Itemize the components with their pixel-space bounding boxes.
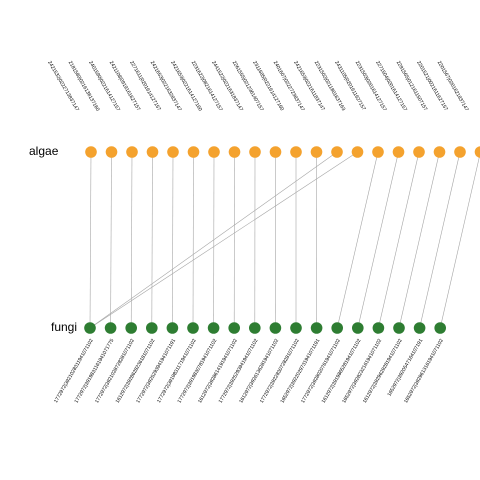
edge-line bbox=[378, 151, 420, 329]
algae-node[interactable] bbox=[351, 146, 364, 158]
algae-node[interactable] bbox=[454, 146, 466, 158]
fungi-node[interactable] bbox=[290, 322, 302, 334]
algae-node[interactable] bbox=[269, 146, 282, 158]
algae-node[interactable] bbox=[228, 146, 241, 158]
edge-line bbox=[419, 151, 461, 329]
fungi-node-label: 1772972|3925293941941071191 bbox=[135, 338, 177, 405]
fungi-node-label: 1772972|3928020761941071102 bbox=[300, 338, 342, 405]
edge-line bbox=[151, 151, 153, 329]
fungi-node-label: 1772972|3922830728281071102 bbox=[259, 338, 301, 405]
algae-node[interactable] bbox=[392, 146, 405, 158]
algae-node[interactable] bbox=[167, 146, 179, 158]
algae-node[interactable] bbox=[208, 146, 220, 158]
fungi-node-label: 1772972|3919831161941071775 bbox=[74, 338, 116, 405]
edge-line bbox=[130, 151, 133, 329]
fungi-node[interactable] bbox=[413, 322, 426, 334]
fungi-node[interactable] bbox=[249, 322, 261, 334]
fungi-node[interactable] bbox=[125, 322, 137, 334]
algae-node[interactable] bbox=[310, 146, 323, 158]
algae-node[interactable] bbox=[187, 146, 200, 158]
fungi-node-label: 1612972|3928614191941071102 bbox=[197, 338, 239, 405]
algae-node[interactable] bbox=[126, 146, 138, 158]
fungi-node[interactable] bbox=[372, 322, 385, 334]
edge-line bbox=[336, 151, 379, 329]
fungi-node[interactable] bbox=[187, 322, 199, 334]
algae-node-labels: 2421532|02227138371472181580|02161381371… bbox=[46, 60, 469, 112]
fungi-node[interactable] bbox=[310, 322, 323, 334]
fungi-node-labels: 1772972|39210283119410711021772972|39198… bbox=[53, 338, 445, 405]
fungi-node-label: 1612972|3926136281941071102 bbox=[238, 338, 280, 405]
edges-layer bbox=[89, 151, 480, 329]
fungi-node-label: 1772972|3921028728281071102 bbox=[94, 338, 136, 405]
fungi-node[interactable] bbox=[434, 322, 447, 334]
fungi-node-label: 1612972|3928628236181071102 bbox=[115, 338, 157, 405]
fungi-node-label: 1772972|3919831171941071102 bbox=[156, 338, 198, 404]
edge-line bbox=[357, 151, 399, 329]
fungi-node[interactable] bbox=[269, 322, 282, 334]
edge-line bbox=[89, 151, 338, 329]
fungi-node[interactable] bbox=[207, 322, 220, 334]
fungi-row-label: fungi bbox=[51, 320, 77, 334]
fungi-node-label: 1612972|3929629281941071102 bbox=[362, 338, 404, 405]
algae-node[interactable] bbox=[433, 146, 446, 158]
edge-line bbox=[89, 151, 92, 329]
algae-node[interactable] bbox=[413, 146, 425, 158]
algae-node[interactable] bbox=[105, 146, 118, 158]
algae-node[interactable] bbox=[474, 146, 480, 158]
edge-line bbox=[398, 151, 440, 329]
fungi-node[interactable] bbox=[393, 322, 405, 334]
fungi-node-label: 1772972|3921028311941071102 bbox=[53, 338, 95, 404]
fungi-node-label: 1652972|3929613161941071102 bbox=[403, 338, 445, 405]
fungi-node-label: 1652972|3928232161941071102 bbox=[341, 338, 383, 405]
edge-line bbox=[89, 151, 358, 329]
algae-node[interactable] bbox=[249, 146, 261, 158]
fungi-node[interactable] bbox=[352, 322, 364, 334]
fungi-node-label: 1652972|3920547164107191 bbox=[387, 338, 425, 398]
fungi-node[interactable] bbox=[84, 322, 96, 334]
algae-node[interactable] bbox=[372, 146, 384, 158]
fungi-node[interactable] bbox=[104, 322, 117, 334]
edge-line bbox=[172, 151, 174, 329]
fungi-node-label: 1772972|3919830781941071102 bbox=[177, 338, 219, 405]
edge-line bbox=[439, 152, 480, 329]
algae-node[interactable] bbox=[85, 146, 97, 158]
fungi-node[interactable] bbox=[146, 322, 158, 334]
algae-nodes bbox=[85, 146, 480, 158]
algae-node[interactable] bbox=[331, 146, 343, 158]
fungi-node[interactable] bbox=[331, 322, 344, 334]
algae-row-label: algae bbox=[29, 144, 59, 158]
fungi-node[interactable] bbox=[166, 322, 179, 334]
fungi-node-label: 1652972|3922029731941071191 bbox=[280, 338, 322, 405]
fungi-nodes bbox=[84, 322, 447, 334]
fungi-node-label: 1612972|3919865281941071102 bbox=[321, 338, 363, 405]
edge-line bbox=[110, 151, 112, 329]
fungi-node-label: 1772972|3925293941941071102 bbox=[218, 338, 260, 405]
fungi-node[interactable] bbox=[228, 322, 240, 334]
algae-node[interactable] bbox=[290, 146, 302, 158]
algae-node[interactable] bbox=[146, 146, 159, 158]
edge-line bbox=[192, 151, 194, 329]
